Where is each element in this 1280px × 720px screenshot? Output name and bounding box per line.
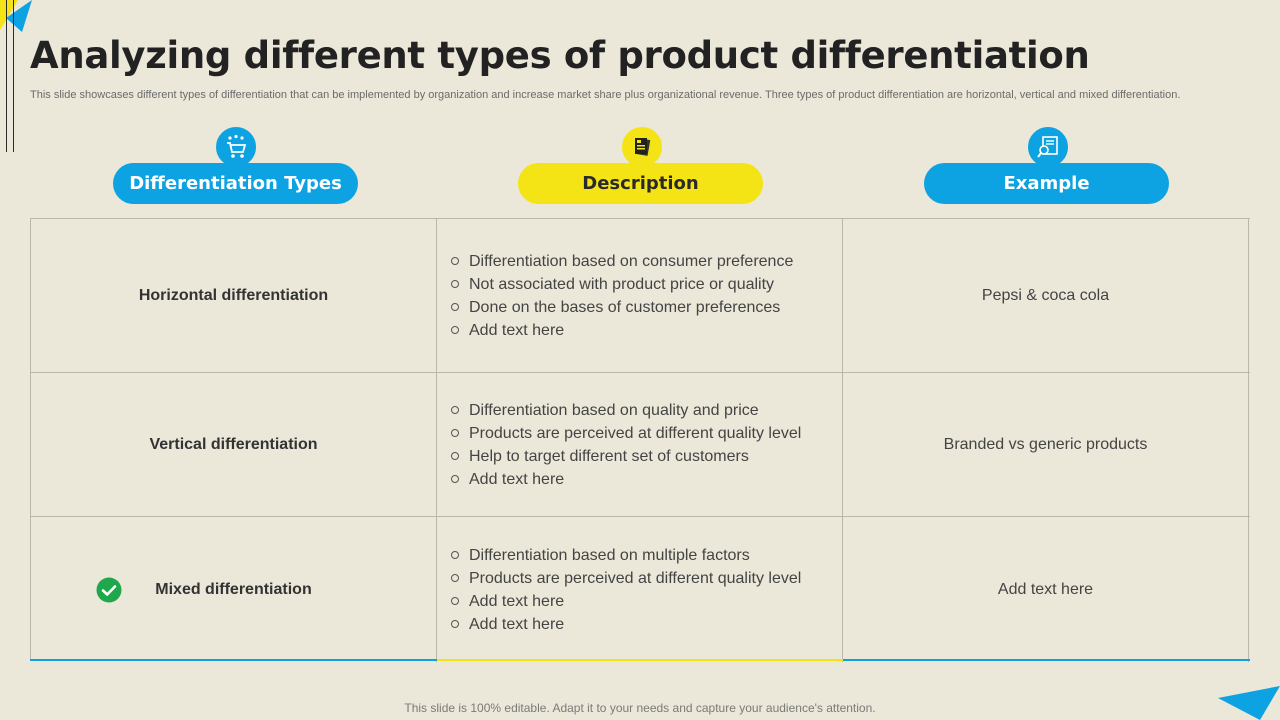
example-cell: Branded vs generic products [843, 373, 1249, 516]
table-row: Vertical differentiation Differentiation… [31, 373, 1250, 517]
list-item: Differentiation based on multiple factor… [451, 544, 801, 567]
bullet-icon [451, 326, 459, 334]
description-cell: Differentiation based on quality and pri… [437, 373, 843, 516]
decor-line-1 [6, 0, 7, 152]
list-item-text: Differentiation based on quality and pri… [469, 401, 759, 419]
bullet-icon [451, 452, 459, 460]
bullet-icon [451, 429, 459, 437]
bullet-icon [451, 597, 459, 605]
list-item: Add text here [451, 468, 801, 491]
type-cell: Mixed differentiation [31, 517, 437, 662]
example-cell: Pepsi & coca cola [843, 219, 1249, 372]
check-circle-icon [96, 577, 122, 602]
document-icon [620, 125, 664, 169]
header-differentiation-types: Differentiation Types [113, 163, 358, 204]
bullet-icon [451, 475, 459, 483]
bullet-icon [451, 406, 459, 414]
list-item-text: Add text here [469, 470, 565, 488]
column-accent-blue-2 [843, 659, 1250, 661]
page-subtitle: This slide showcases different types of … [30, 89, 1181, 101]
list-item: Add text here [451, 613, 801, 636]
description-cell: Differentiation based on consumer prefer… [437, 219, 843, 372]
bullet-icon [451, 574, 459, 582]
list-item-text: Help to target different set of customer… [469, 447, 749, 465]
search-document-icon [1026, 125, 1070, 169]
table-row: Horizontal differentiation Differentiati… [31, 219, 1250, 373]
bullet-icon [451, 620, 459, 628]
list-item: Differentiation based on quality and pri… [451, 399, 801, 422]
bullet-list: Differentiation based on multiple factor… [451, 544, 801, 636]
list-item: Help to target different set of customer… [451, 445, 801, 468]
header-example: Example [924, 163, 1169, 204]
type-cell: Vertical differentiation [31, 373, 437, 516]
shopping-cart-icon [214, 125, 258, 169]
differentiation-table: Horizontal differentiation Differentiati… [30, 218, 1250, 662]
table-row: Mixed differentiation Differentiation ba… [31, 517, 1250, 662]
decor-line-2 [13, 0, 14, 152]
type-label: Mixed differentiation [155, 580, 312, 598]
bullet-list: Differentiation based on consumer prefer… [451, 250, 793, 342]
list-item-text: Not associated with product price or qua… [469, 275, 775, 293]
bullet-list: Differentiation based on quality and pri… [451, 399, 801, 491]
list-item-text: Add text here [469, 321, 565, 339]
corner-decoration-bottom-right [1218, 686, 1280, 720]
list-item-text: Done on the bases of customer preference… [469, 298, 781, 316]
footer-note: This slide is 100% editable. Adapt it to… [404, 701, 876, 715]
bullet-icon [451, 257, 459, 265]
bullet-icon [451, 303, 459, 311]
type-cell: Horizontal differentiation [31, 219, 437, 372]
list-item-text: Products are perceived at different qual… [469, 569, 802, 587]
description-cell: Differentiation based on multiple factor… [437, 517, 843, 662]
list-item: Done on the bases of customer preference… [451, 296, 793, 319]
list-item: Add text here [451, 590, 801, 613]
list-item: Add text here [451, 319, 793, 342]
page-title: Analyzing different types of product dif… [30, 34, 1090, 77]
list-item: Products are perceived at different qual… [451, 567, 801, 590]
header-description: Description [518, 163, 763, 204]
list-item-text: Differentiation based on multiple factor… [469, 546, 750, 564]
list-item-text: Add text here [469, 615, 565, 633]
list-item-text: Add text here [469, 592, 565, 610]
list-item: Differentiation based on consumer prefer… [451, 250, 793, 273]
list-item-text: Products are perceived at different qual… [469, 424, 802, 442]
bullet-icon [451, 551, 459, 559]
list-item: Not associated with product price or qua… [451, 273, 793, 296]
list-item-text: Differentiation based on consumer prefer… [469, 252, 794, 270]
list-item: Products are perceived at different qual… [451, 422, 801, 445]
example-cell: Add text here [843, 517, 1249, 662]
column-accent-yellow [437, 659, 843, 661]
column-accent-blue [30, 659, 437, 661]
bullet-icon [451, 280, 459, 288]
